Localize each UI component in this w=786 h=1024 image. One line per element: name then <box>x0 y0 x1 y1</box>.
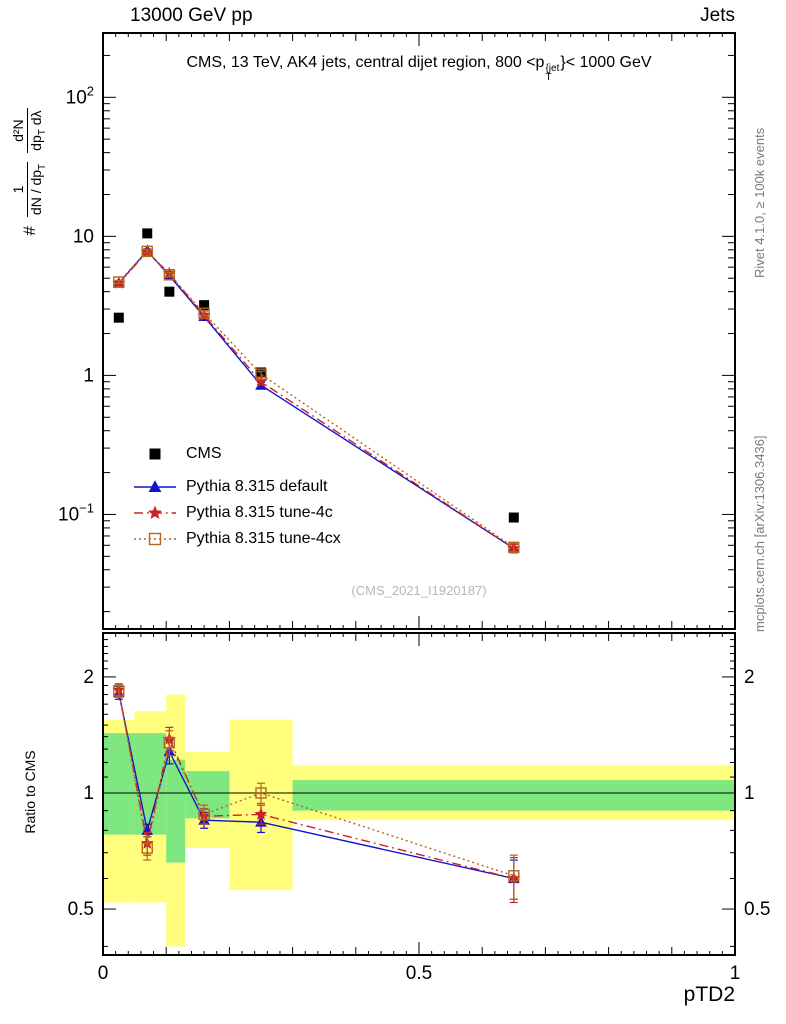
ratio-y-tick-label-right: 2 <box>744 667 755 688</box>
legend-item-pythia-tune4c: Pythia 8.315 tune-4c <box>132 500 341 526</box>
ylabel-hash: # <box>20 226 40 236</box>
ratio-y-tick-label: 1 <box>83 783 94 804</box>
tick-labels: 102 10 1 10−1 2 2 1 1 0.5 0.5 0 0.5 1 <box>58 83 770 984</box>
x-tick-label: 1 <box>730 963 741 984</box>
cms-marker-icon <box>132 445 178 463</box>
green-band <box>185 771 230 819</box>
title-prefix: CMS, 13 TeV, AK4 jets, central dijet reg… <box>186 54 545 71</box>
legend-item-pythia-tune4cx: Pythia 8.315 tune-4cx <box>132 526 341 552</box>
ratio-y-tick-label: 0.5 <box>68 899 94 920</box>
legend-label-pythia-tune4c: Pythia 8.315 tune-4c <box>186 504 333 521</box>
main-series-3 <box>113 245 520 554</box>
ratio-uncertainty-bands <box>103 694 735 947</box>
analysis-id-watermark: (CMS_2021_I1920187) <box>351 583 487 598</box>
ratio-series-3 <box>113 684 520 900</box>
analysis-group-label: Jets <box>700 5 735 26</box>
x-axis-label: pTD2 <box>683 983 735 1006</box>
ratio-y-axis-label: Ratio to CMS <box>22 750 38 834</box>
legend-label-pythia-default: Pythia 8.315 default <box>186 478 328 495</box>
plot-title: CMS, 13 TeV, AK4 jets, central dijet reg… <box>103 54 735 83</box>
main-y-tick-label: 102 <box>66 83 94 108</box>
title-subscript: T <box>545 72 552 83</box>
pythia-tune4cx-marker-icon <box>132 530 178 548</box>
ylabel-fraction-1: 1 dN / dpT <box>10 161 48 218</box>
x-tick-label: 0.5 <box>406 963 432 984</box>
mcplots-reference-label: mcplots.cern.ch [arXiv:1306.3436] <box>752 435 767 632</box>
ylabel-fraction-2: d²N dpT dλ <box>10 108 48 153</box>
legend: CMS Pythia 8.315 default Pythia 8.315 tu… <box>132 441 341 552</box>
beam-energy-label: 13000 GeV pp <box>130 5 253 26</box>
title-suffix: }< 1000 GeV <box>560 54 652 71</box>
rivet-version-label: Rivet 4.1.0, ≥ 100k events <box>752 127 767 278</box>
ratio-y-tick-label-right: 1 <box>744 783 755 804</box>
green-band <box>166 759 186 863</box>
ratio-y-tick-label-right: 0.5 <box>744 899 770 920</box>
main-y-tick-label: 10−1 <box>58 500 94 525</box>
green-band <box>292 780 735 811</box>
pythia-default-marker-icon <box>132 478 178 496</box>
title-pt-supsub: {jet T <box>545 63 560 83</box>
x-tick-label: 0 <box>98 963 109 984</box>
legend-item-cms: CMS <box>132 441 341 467</box>
ratio-y-tick-label: 2 <box>83 667 94 688</box>
pythia-tune4c-marker-icon <box>132 504 178 522</box>
axis-ticks <box>102 33 736 955</box>
title-superscript: {jet <box>545 63 560 74</box>
legend-item-pythia-default: Pythia 8.315 default <box>132 474 341 500</box>
main-y-axis-label: # 1 dN / dpT d²N dpT dλ <box>10 32 51 312</box>
main-y-tick-label: 10 <box>73 226 94 247</box>
main-y-tick-label: 1 <box>83 365 94 386</box>
legend-label-pythia-tune4cx: Pythia 8.315 tune-4cx <box>186 530 341 547</box>
legend-label-cms: CMS <box>186 445 222 462</box>
